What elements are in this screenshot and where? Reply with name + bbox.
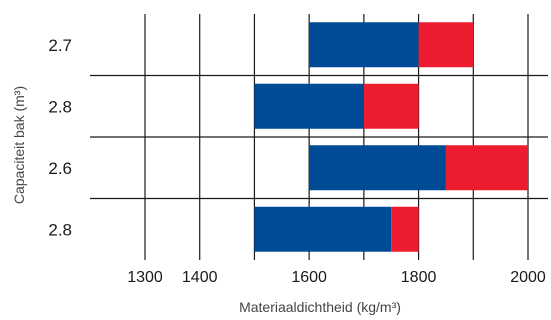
x-tick-label: 1400 <box>182 269 218 286</box>
bar-row4-series1 <box>254 206 392 252</box>
bar-row4-series2 <box>391 206 419 252</box>
y-tick-label: 2.6 <box>48 159 72 178</box>
x-axis-label: Materiaaldichtheid (kg/m³) <box>239 299 401 315</box>
bar-row2-series1 <box>254 83 364 129</box>
bar-row3-series1 <box>309 145 446 191</box>
y-tick-label: 2.7 <box>48 36 72 55</box>
y-tick-label: 2.8 <box>48 97 72 116</box>
bar-row1-series2 <box>418 22 474 68</box>
x-tick-label: 1800 <box>401 269 437 286</box>
labels: 2.7 2.8 2.6 2.8 1300 1400 1600 1800 2000 <box>48 36 546 286</box>
bar-row3-series2 <box>445 145 528 191</box>
bar-row2-series2 <box>363 83 419 129</box>
x-tick-label: 1600 <box>291 269 327 286</box>
y-tick-label: 2.8 <box>48 220 72 239</box>
y-axis-label: Capaciteit bak (m³) <box>11 86 27 204</box>
x-tick-label: 2000 <box>510 269 546 286</box>
x-tick-label: 1300 <box>127 269 163 286</box>
bar-row1-series1 <box>309 22 419 68</box>
bars <box>254 22 528 252</box>
